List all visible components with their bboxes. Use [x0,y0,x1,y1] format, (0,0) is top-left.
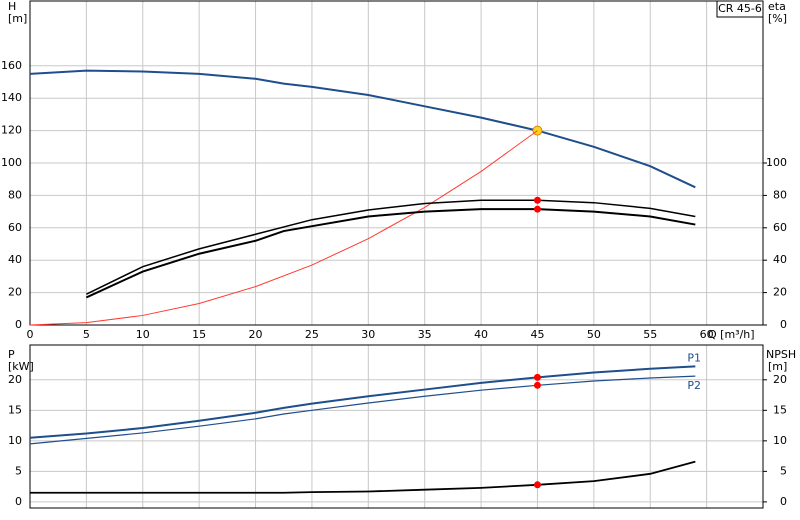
x-tick-label: 45 [530,328,544,341]
y2-tick-label: 20 [773,286,787,299]
x-tick-label: 35 [418,328,432,341]
y-tick-label: 120 [1,124,22,137]
duty-point [533,481,541,489]
series-label: P1 [687,351,701,364]
y2-tick-label: 15 [773,403,787,416]
y-label: P [8,348,15,361]
series-line [29,365,696,439]
y2-tick-label: 0 [780,318,787,331]
y-tick-label: 140 [1,91,22,104]
y-unit: [m] [8,12,27,25]
y-tick-label: 160 [1,59,22,72]
y2-label: eta [768,0,786,13]
x-tick-label: 10 [136,328,150,341]
x-tick-label: 50 [587,328,601,341]
series-line [86,199,696,295]
y2-label: NPSH [766,348,796,361]
y2-tick-label: 10 [773,434,787,447]
x-tick-label: 60 [700,328,714,341]
y-tick-label: 20 [8,286,22,299]
y2-tick-label: 100 [766,156,787,169]
y2-tick-label: 60 [773,221,787,234]
series-line [30,460,696,494]
x-tick-label: 5 [83,328,90,341]
y2-tick-label: 80 [773,188,787,201]
x-label: Q [m³/h] [708,328,755,341]
y-tick-label: 40 [8,253,22,266]
plot-frame [29,0,764,326]
duty-point [533,381,541,389]
series-line [29,69,696,189]
y-tick-label: 80 [8,188,22,201]
duty-point [533,196,541,204]
y-tick-label: 15 [8,403,22,416]
plot-frame [29,344,764,509]
y2-tick-label: 5 [780,464,787,477]
x-tick-label: 55 [643,328,657,341]
y2-tick-label: 20 [773,373,787,386]
y2-unit: [m] [768,360,787,373]
x-tick-label: 25 [305,328,319,341]
duty-point [533,205,541,213]
y2-tick-label: 40 [773,253,787,266]
series-label: P2 [687,379,701,392]
y-unit: [kW] [8,360,34,373]
x-tick-label: 0 [27,328,34,341]
y-tick-label: 0 [15,495,22,508]
y2-unit: [%] [768,12,787,25]
y2-tick-label: 0 [780,495,787,508]
series-line [29,375,696,445]
series-line [29,130,538,326]
chart-title: CR 45-6 [718,2,762,15]
x-tick-label: 20 [249,328,263,341]
y-tick-label: 5 [15,464,22,477]
x-tick-label: 40 [474,328,488,341]
y-label: H [8,0,16,13]
y-tick-label: 20 [8,373,22,386]
y-tick-label: 0 [15,318,22,331]
x-tick-label: 30 [361,328,375,341]
x-tick-label: 15 [192,328,206,341]
series-line [85,208,696,299]
title-box [716,0,764,18]
y-tick-label: 60 [8,221,22,234]
duty-point [533,373,541,381]
y-tick-label: 10 [8,434,22,447]
y-tick-label: 100 [1,156,22,169]
